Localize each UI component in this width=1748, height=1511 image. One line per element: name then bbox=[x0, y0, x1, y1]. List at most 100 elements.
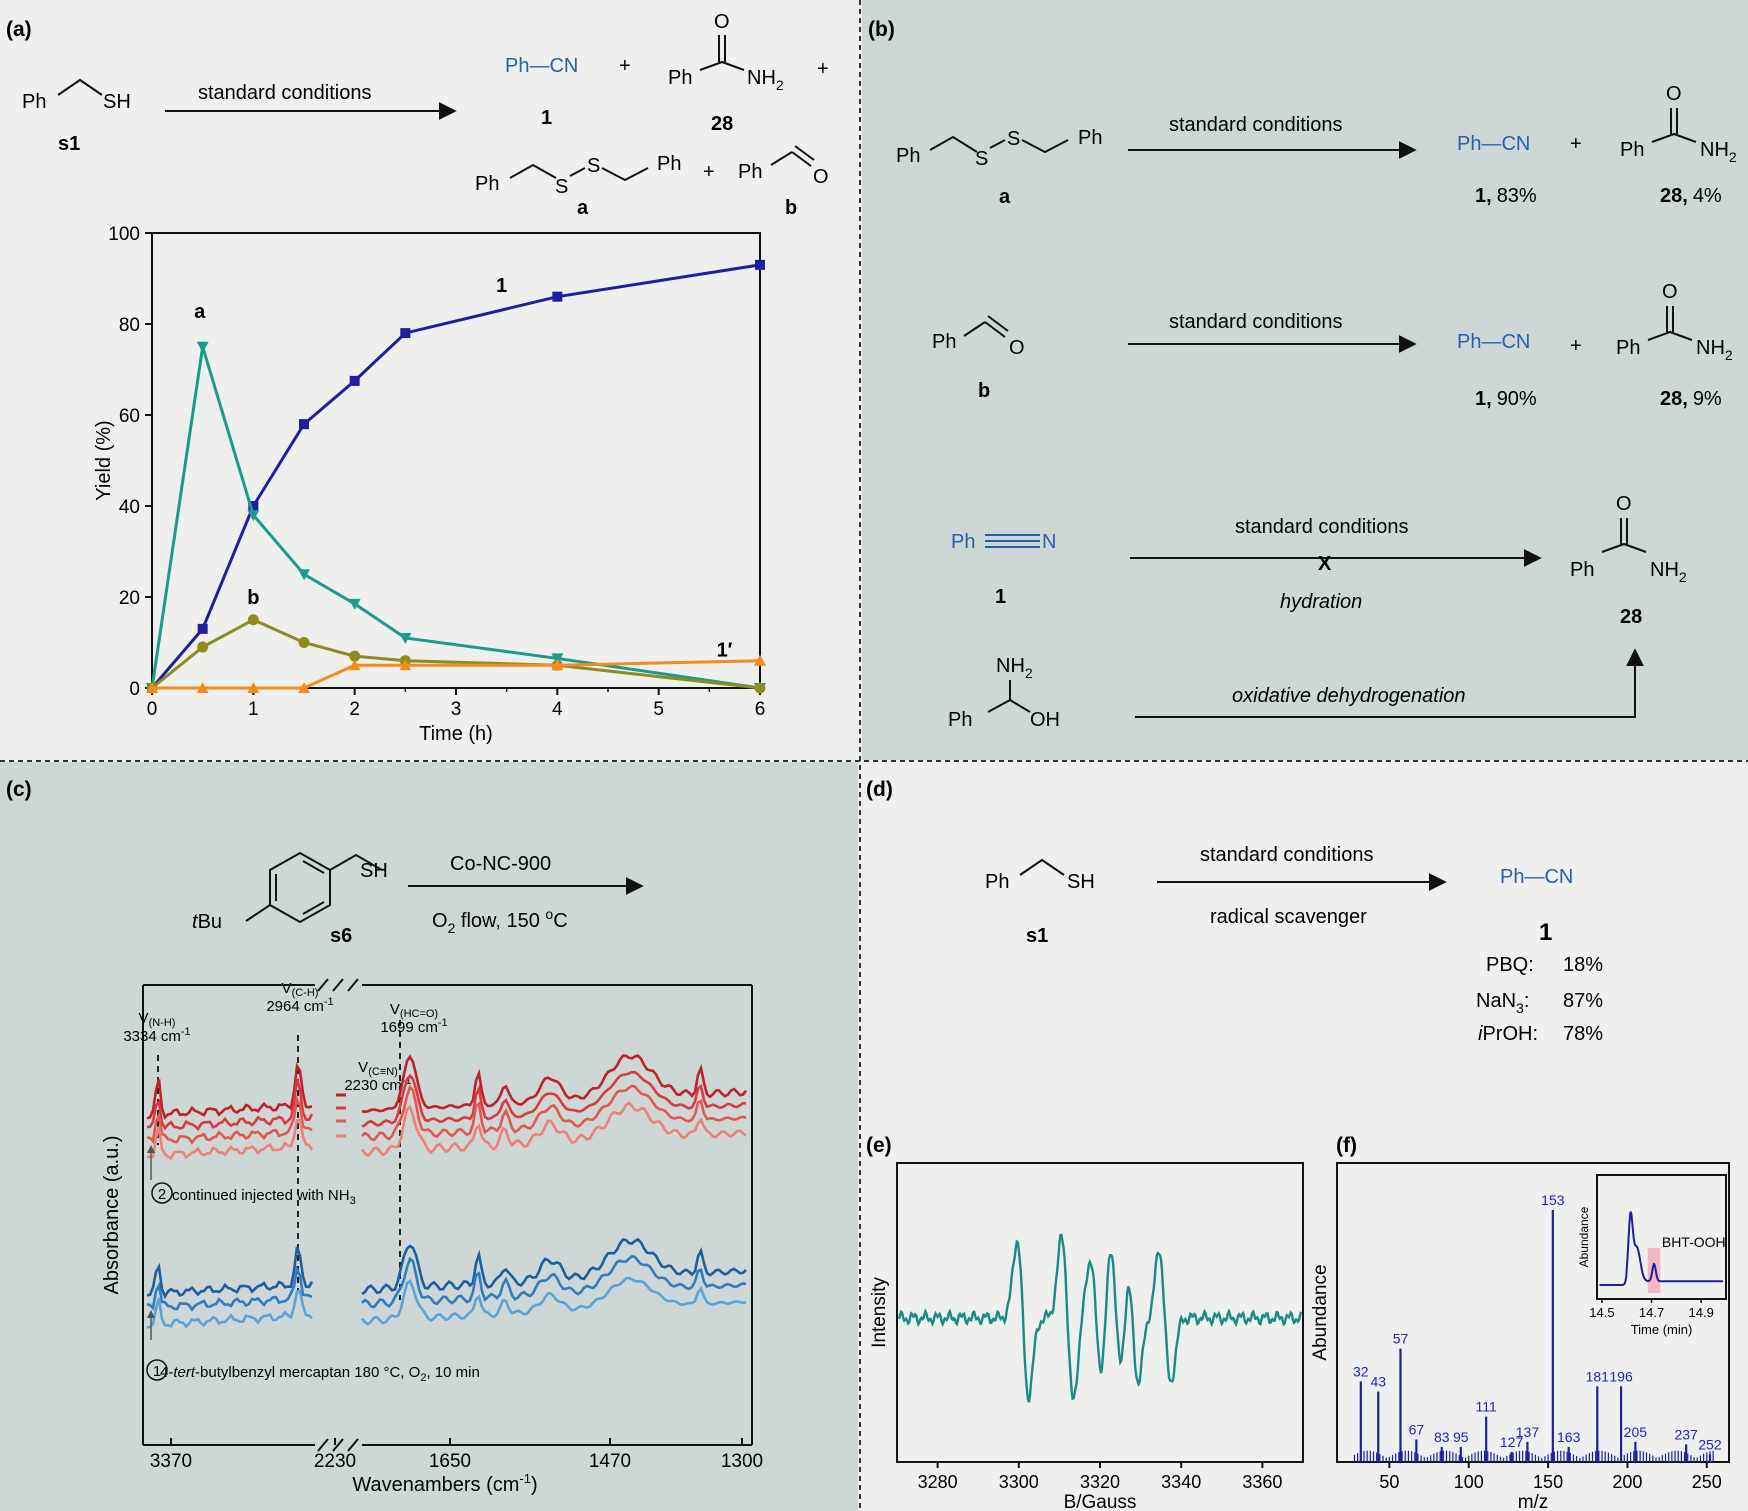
chart-a-annotation-1: 1 bbox=[496, 275, 507, 297]
d-scav-1-yield: 18% bbox=[1563, 954, 1603, 976]
a-reactant-id: s1 bbox=[58, 133, 80, 155]
svg-text:Ph: Ph bbox=[1616, 337, 1640, 359]
b-r1-ph2: Ph bbox=[1078, 127, 1102, 149]
b-r1-id: a bbox=[999, 186, 1011, 208]
chart-f-frame bbox=[1336, 1162, 1730, 1463]
chart-c-blue-spectrum-right-0 bbox=[361, 1237, 747, 1295]
chart-c-arrowhead-2 bbox=[147, 1145, 155, 1153]
chart-c-red-spectrum-right-1 bbox=[361, 1070, 747, 1128]
d-scav-3-name: iPrOH: bbox=[1478, 1023, 1538, 1045]
b-r2-co2 bbox=[987, 315, 1009, 332]
a-reactant-ph: Ph bbox=[22, 91, 46, 113]
a-reactant-bonds bbox=[57, 78, 103, 96]
chart-c-arrowhead-1 bbox=[147, 1310, 155, 1318]
a-reactant-sh: SH bbox=[103, 91, 131, 113]
chart-f-xtick-label-2: 150 bbox=[1533, 1472, 1563, 1492]
chart-e-xtick-label-2: 3320 bbox=[1080, 1472, 1120, 1492]
svg-text:Ph: Ph bbox=[1620, 139, 1644, 161]
a-aldehyde-id: b bbox=[785, 197, 797, 219]
chart-a-xtick-label-6: 6 bbox=[755, 699, 766, 720]
chart-f-inset-xtick-label-2: 14.9 bbox=[1689, 1305, 1714, 1320]
svg-text:O: O bbox=[1662, 281, 1678, 303]
b-r3-id: 1 bbox=[995, 586, 1006, 608]
chart-a-ytick-label-0: 0 bbox=[129, 679, 140, 700]
b-r2-p1-label: 1, 90% bbox=[1475, 388, 1537, 410]
chart-f-peak-label-181: 181 bbox=[1586, 1368, 1610, 1384]
d-product: Ph—CN bbox=[1500, 866, 1573, 888]
chart-a-point-3-7 bbox=[754, 654, 766, 666]
b-r4-ph: Ph bbox=[948, 709, 972, 731]
b-r3-hydration: hydration bbox=[1280, 591, 1362, 613]
a-disulfide-bonds-2 bbox=[601, 167, 649, 182]
panel-b-label: (b) bbox=[868, 18, 895, 41]
chart-a-point-0-3 bbox=[299, 419, 309, 430]
a-plus-3: + bbox=[703, 161, 715, 183]
b-r3-nitrile-ph: Ph bbox=[951, 531, 975, 553]
b-r2-amide: O Ph NH2 bbox=[1616, 281, 1733, 363]
c-catalyst: Co-NC-900 bbox=[450, 853, 551, 875]
chart-a-point-3-5 bbox=[399, 659, 412, 671]
chart-a-point-3-6 bbox=[551, 659, 564, 671]
b-r3-amide: O Ph NH2 bbox=[1570, 493, 1687, 585]
panel-b-background bbox=[862, 0, 1748, 760]
chart-a-point-2-7 bbox=[754, 682, 766, 694]
a-aldehyde-ph: Ph bbox=[738, 161, 762, 183]
chart-a-ytick-label-2: 40 bbox=[119, 497, 140, 518]
chart-e-xtick-label-1: 3300 bbox=[999, 1472, 1039, 1492]
chart-a-point-1-2 bbox=[247, 510, 260, 522]
b-r4-bond-ph bbox=[987, 699, 1011, 713]
b-r2-id: b bbox=[978, 380, 990, 402]
b-r2-bond bbox=[963, 321, 986, 337]
panel-c-label: (c) bbox=[6, 778, 32, 801]
a-disulfide-id: a bbox=[577, 197, 589, 219]
b-r3-conditions: standard conditions bbox=[1235, 516, 1408, 538]
d-scav-2-yield: 87% bbox=[1563, 990, 1603, 1012]
a-ss-bond bbox=[569, 167, 586, 177]
a-plus-1: + bbox=[619, 55, 631, 77]
chart-f-inset-xlabel: Time (min) bbox=[1631, 1322, 1693, 1337]
chart-e-xtick-label-0: 3280 bbox=[918, 1472, 958, 1492]
chart-f-peak-label-83: 83 bbox=[1434, 1429, 1450, 1445]
chart-a-ytick-label-3: 60 bbox=[119, 406, 140, 427]
chart-c-blue-spectrum-right-1 bbox=[361, 1254, 747, 1309]
chart-f-peak-label-153: 153 bbox=[1541, 1192, 1565, 1208]
panel-e-label: (e) bbox=[866, 1134, 892, 1157]
b-r1-bonds1 bbox=[929, 135, 978, 153]
a-aldehyde-bond bbox=[770, 151, 793, 166]
chart-c-peak-value-0: 3334 cm-1 bbox=[123, 1026, 190, 1045]
panel-d: (d) Ph SH s1 standard conditions radical… bbox=[866, 778, 1603, 1157]
chart-f-inset-trace bbox=[1599, 1211, 1723, 1286]
chart-c-break-c-1 bbox=[347, 978, 359, 992]
chart-c-blue-spectrum-right-2 bbox=[360, 1276, 747, 1326]
svg-text:NH2: NH2 bbox=[1696, 337, 1733, 363]
b-r1-s1: S bbox=[975, 148, 988, 170]
b-r4-arrow bbox=[1135, 648, 1644, 718]
chart-f-inset-xtick-label-1: 14.7 bbox=[1639, 1305, 1664, 1320]
chart-a-ytick-label-5: 100 bbox=[108, 224, 140, 245]
chart-a-point-1-3 bbox=[298, 569, 310, 581]
chart-a-ytick-label-1: 20 bbox=[119, 588, 140, 609]
a-disulfide-bonds bbox=[509, 163, 557, 179]
chart-c-red-spectrum-left-1 bbox=[146, 1078, 314, 1132]
chart-a-point-0-2 bbox=[248, 501, 259, 511]
chart-c-break-a-1 bbox=[317, 978, 329, 992]
b-r2-co1 bbox=[984, 321, 1006, 338]
b-r4-bond-oh bbox=[1009, 699, 1031, 713]
chart-c-break-b-0 bbox=[332, 1438, 344, 1452]
chart-c-note1-circle bbox=[146, 1359, 168, 1381]
chart-a-point-1-1 bbox=[196, 341, 209, 353]
chart-c-red-spectrum-left-2 bbox=[146, 1094, 313, 1145]
panel-c: (c) SH tBu s6 Co-NC-900 O2 flow, 150 oC bbox=[6, 778, 644, 947]
chart-f-peak-label-127: 127 bbox=[1500, 1434, 1524, 1450]
c-conditions: O2 flow, 150 oC bbox=[432, 906, 568, 936]
a-amide-o: O bbox=[714, 11, 730, 33]
chart-c-red-spectrum-left-0 bbox=[146, 1062, 313, 1120]
chart-c-xtick-label-0: 3370 bbox=[150, 1451, 192, 1472]
panel-b: (b) Ph S S Ph a standard conditions Ph—C… bbox=[868, 18, 1737, 731]
chart-c-xlabel: Wavenambers (cm-1) bbox=[352, 1471, 537, 1496]
b-r1-ph1: Ph bbox=[896, 145, 920, 167]
chart-a-xtick-label-4: 4 bbox=[552, 699, 563, 720]
chart-f-inset-xtick-label-0: 14.5 bbox=[1589, 1305, 1614, 1320]
a-amide-ph: Ph bbox=[668, 67, 692, 89]
